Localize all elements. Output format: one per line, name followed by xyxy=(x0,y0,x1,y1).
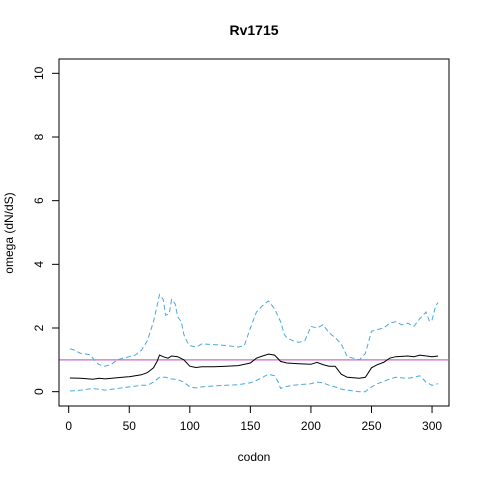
y-axis: 0 2 4 6 8 10 xyxy=(32,66,60,395)
series-layer xyxy=(69,293,439,393)
x-axis-label: codon xyxy=(238,450,271,464)
series-line-upper xyxy=(69,293,439,367)
plot-frame xyxy=(58,58,450,407)
x-axis: 0 50 100 150 200 250 300 xyxy=(65,405,442,433)
y-axis-label: omega (dN/dS) xyxy=(2,192,16,273)
chart-title: Rv1715 xyxy=(229,22,278,38)
x-tick-label: 200 xyxy=(301,419,321,433)
x-tick-label: 300 xyxy=(422,419,442,433)
series-line-lower xyxy=(69,373,439,393)
y-tick-label: 2 xyxy=(32,324,46,331)
y-tick-label: 8 xyxy=(32,133,46,140)
x-tick-label: 100 xyxy=(180,419,200,433)
y-tick-label: 4 xyxy=(32,261,46,268)
x-tick-label: 0 xyxy=(65,419,72,433)
y-tick-label: 6 xyxy=(32,197,46,204)
series-line-estimate xyxy=(69,353,439,380)
y-tick-label: 0 xyxy=(32,388,46,395)
x-tick-label: 150 xyxy=(240,419,260,433)
x-tick-label: 250 xyxy=(361,419,381,433)
x-tick-label: 50 xyxy=(123,419,137,433)
y-tick-label: 10 xyxy=(32,66,46,80)
